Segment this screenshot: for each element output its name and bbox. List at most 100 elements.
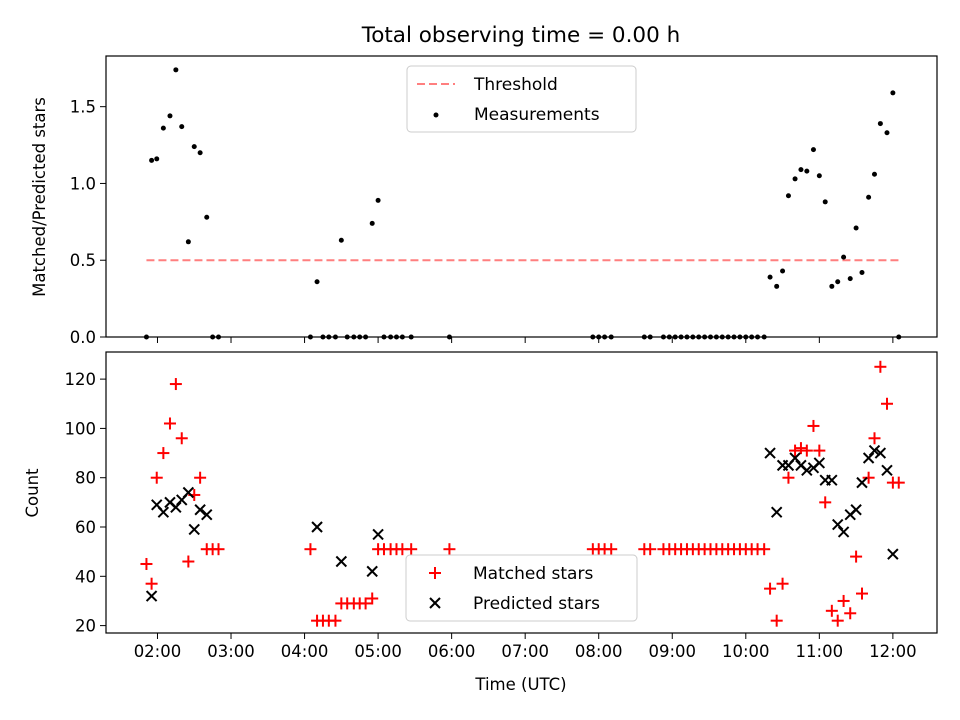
bottom-legend: Matched stars Predicted stars (405, 554, 638, 622)
measurement-point (853, 225, 859, 231)
matched-star-marker (150, 471, 163, 484)
matched-star-marker (758, 543, 771, 556)
matched-star-marker (644, 543, 657, 556)
predicted-star-marker (170, 501, 182, 513)
legend-predicted-swatch (429, 597, 441, 609)
matched-star-marker (868, 432, 881, 445)
y-tick-label: 1.5 (70, 98, 96, 117)
measurement-point (877, 121, 883, 127)
predicted-star-marker (868, 444, 881, 457)
x-tick-label: 02:00 (134, 642, 182, 661)
x-tick-label: 06:00 (428, 642, 476, 661)
measurement-point (197, 150, 203, 156)
measurement-point (841, 254, 847, 260)
measurement-point (338, 237, 344, 243)
predicted-star-marker (372, 528, 384, 541)
measurement-point (804, 168, 810, 174)
matched-star-marker (862, 471, 875, 484)
predicted-star-marker (188, 523, 200, 536)
matched-star-marker (175, 432, 188, 445)
matched-star-marker (212, 543, 225, 556)
x-axis-label: Time (UTC) (474, 675, 566, 694)
chart-title: Total observing time = 0.00 h (361, 23, 681, 48)
predicted-star-marker (366, 565, 378, 578)
x-tick-label: 08:00 (575, 642, 623, 661)
matched-star-marker (794, 442, 807, 455)
y-tick-label: 60 (75, 518, 96, 537)
matched-star-marker (359, 597, 372, 610)
matched-star-marker (837, 594, 850, 607)
x-tick-label: 12:00 (869, 642, 917, 661)
measurement-point (859, 270, 865, 276)
measurement-points (143, 67, 902, 340)
measurement-point (890, 90, 896, 96)
legend-matched-swatch (429, 567, 441, 579)
legend-matched-label: Matched stars (473, 564, 593, 584)
measurement-point (314, 279, 320, 285)
legend-predicted-label: Predicted stars (473, 594, 600, 614)
measurement-point (154, 156, 160, 162)
x-tick-label: 03:00 (207, 642, 255, 661)
matched-star-marker (405, 543, 418, 556)
measurement-point (847, 276, 853, 282)
matched-star-marker (776, 577, 789, 590)
predicted-star-marker (182, 486, 195, 499)
bottom-x-ticks: 02:00 03:00 04:00 05:00 06:00 07:00 08:00 09:00… (134, 633, 917, 661)
top-plot-frame (105, 55, 938, 338)
y-tick-label: 1.0 (70, 174, 96, 193)
matched-star-marker (825, 604, 838, 617)
measurement-point (866, 194, 872, 200)
predicted-star-marker (770, 506, 783, 518)
measurement-point (822, 199, 828, 205)
measurement-point (369, 220, 375, 226)
matched-star-marker (874, 360, 887, 373)
measurement-point (185, 239, 191, 245)
matched-star-marker (855, 587, 868, 600)
top-panel: 0.0 0.5 1.0 1.5 Matched/Predicted stars Thr… (30, 55, 938, 347)
top-y-axis-label: Matched/Predicted stars (30, 97, 49, 297)
matched-star-marker (782, 471, 795, 484)
measurement-point (780, 268, 786, 274)
y-tick-label: 120 (65, 370, 97, 389)
measurement-point (835, 279, 841, 285)
measurement-point (774, 283, 780, 289)
measurement-point (204, 214, 210, 220)
x-tick-label: 10:00 (722, 642, 770, 661)
y-tick-label: 40 (75, 567, 96, 586)
matched-star-marker (800, 444, 813, 457)
x-tick-label: 07:00 (501, 642, 549, 661)
predicted-star-marker (157, 506, 170, 518)
bottom-y-ticks: 20 40 60 80 100 120 (65, 370, 106, 636)
legend-measurements-swatch (433, 112, 439, 118)
bottom-plot-frame (105, 351, 938, 634)
measurement-point (810, 147, 816, 153)
measurement-point (871, 171, 877, 177)
legend-measurements-label: Measurements (474, 105, 600, 125)
predicted-star-marker (881, 464, 893, 477)
top-x-ticks (156, 337, 894, 343)
measurement-point (179, 124, 185, 130)
predicted-star-marker (874, 447, 887, 459)
matched-star-marker (770, 614, 783, 627)
matched-star-marker (892, 476, 905, 489)
predicted-star-marker (194, 504, 206, 516)
measurement-point (785, 193, 791, 199)
bottom-legend-box (405, 554, 638, 622)
matched-star-marker (182, 555, 195, 568)
measurement-point (160, 125, 166, 131)
y-tick-label: 20 (75, 617, 96, 636)
legend-threshold-label: Threshold (473, 75, 558, 95)
predicted-star-marker (832, 518, 844, 531)
predicted-star-marker (311, 521, 323, 533)
matched-star-marker (304, 543, 317, 556)
predicted-star-marker (837, 526, 850, 538)
predicted-star-marker (850, 504, 862, 516)
measurement-point (798, 167, 804, 173)
matched-star-marker (844, 607, 857, 620)
predicted-star-marker (826, 474, 838, 486)
bottom-panel: 02:00 03:00 04:00 05:00 06:00 07:00 08:00 09:00… (23, 351, 938, 694)
measurement-point (173, 67, 179, 73)
predicted-star-marker (335, 555, 348, 568)
predicted-star-marker (789, 452, 801, 464)
